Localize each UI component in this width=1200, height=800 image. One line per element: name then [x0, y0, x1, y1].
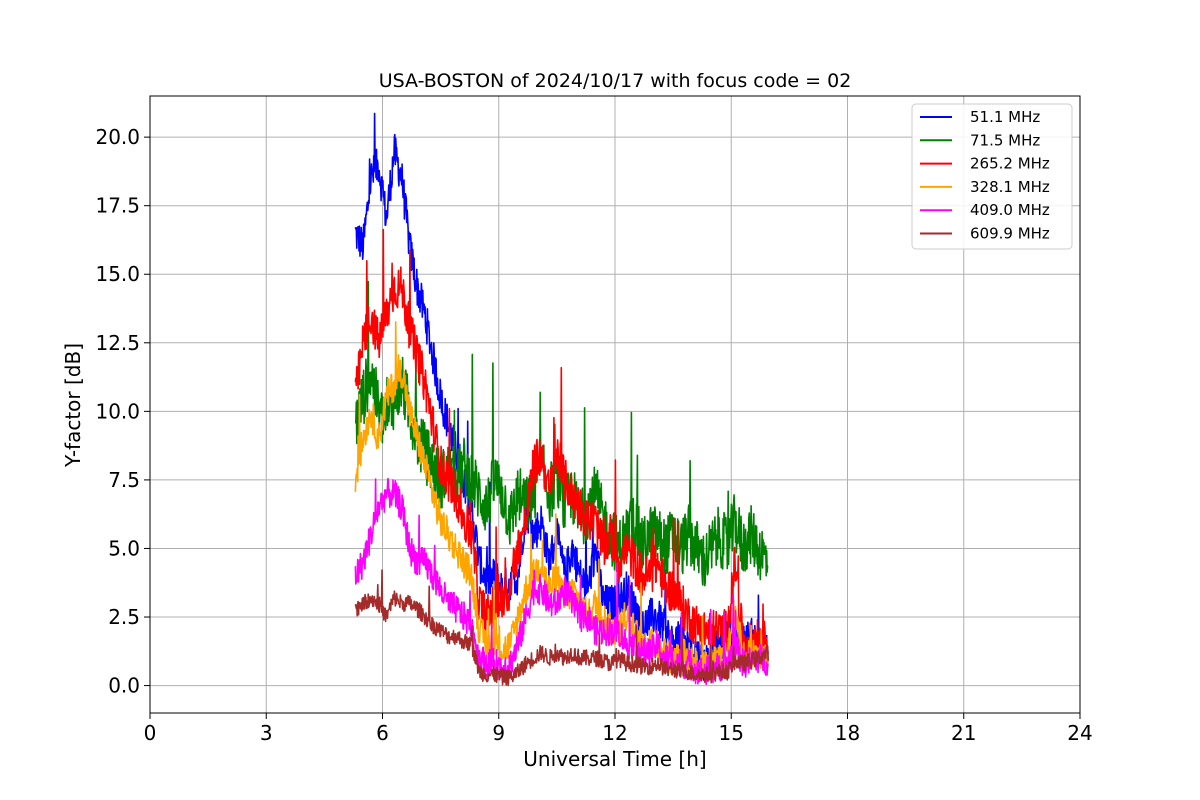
y-tick-label: 20.0 — [95, 125, 140, 149]
y-tick-label: 17.5 — [95, 194, 140, 218]
legend: 51.1 MHz 71.5 MHz 265.2 MHz 328.1 MHz 40… — [911, 103, 1073, 250]
x-tick-label: 3 — [260, 721, 273, 745]
y-tick-label: 10.0 — [95, 399, 140, 423]
y-tick-label: 12.5 — [95, 331, 140, 355]
y-tick-label: 7.5 — [108, 468, 140, 492]
y-tick-label: 2.5 — [108, 605, 140, 629]
x-tick-label: 24 — [1067, 721, 1092, 745]
y-tick-label: 5.0 — [108, 536, 140, 560]
y-tick-label: 0.0 — [108, 674, 140, 698]
series-line-2 — [354, 228, 769, 666]
x-axis-label: Universal Time [h] — [523, 747, 706, 771]
x-tick-label: 6 — [376, 721, 389, 745]
legend-label: 609.9 MHz — [970, 225, 1050, 243]
legend-label: 51.1 MHz — [970, 108, 1040, 126]
x-tick-label: 0 — [144, 721, 157, 745]
legend-label: 265.2 MHz — [970, 155, 1050, 173]
series-line-5 — [354, 569, 769, 687]
legend-label: 409.0 MHz — [970, 201, 1050, 219]
series-line-4 — [354, 477, 769, 686]
x-tick-label: 15 — [719, 721, 744, 745]
series-layer — [354, 112, 769, 687]
chart-title: USA-BOSTON of 2024/10/17 with focus code… — [379, 70, 852, 92]
series-line-0 — [354, 112, 769, 681]
x-tick-label: 21 — [951, 721, 976, 745]
legend-label: 71.5 MHz — [970, 131, 1040, 149]
legend-label: 328.1 MHz — [970, 178, 1050, 196]
x-tick-label: 18 — [835, 721, 860, 745]
x-tick-label: 9 — [492, 721, 505, 745]
x-axis-ticks: 0 3 6 9 12 15 18 21 24 — [144, 713, 1093, 745]
y-axis-ticks: 0.0 2.5 5.0 7.5 10.0 12.5 15.0 17.5 20.0 — [95, 125, 150, 698]
y-axis-label: Y-factor [dB] — [61, 343, 85, 468]
x-tick-label: 12 — [602, 721, 627, 745]
y-tick-label: 15.0 — [95, 262, 140, 286]
